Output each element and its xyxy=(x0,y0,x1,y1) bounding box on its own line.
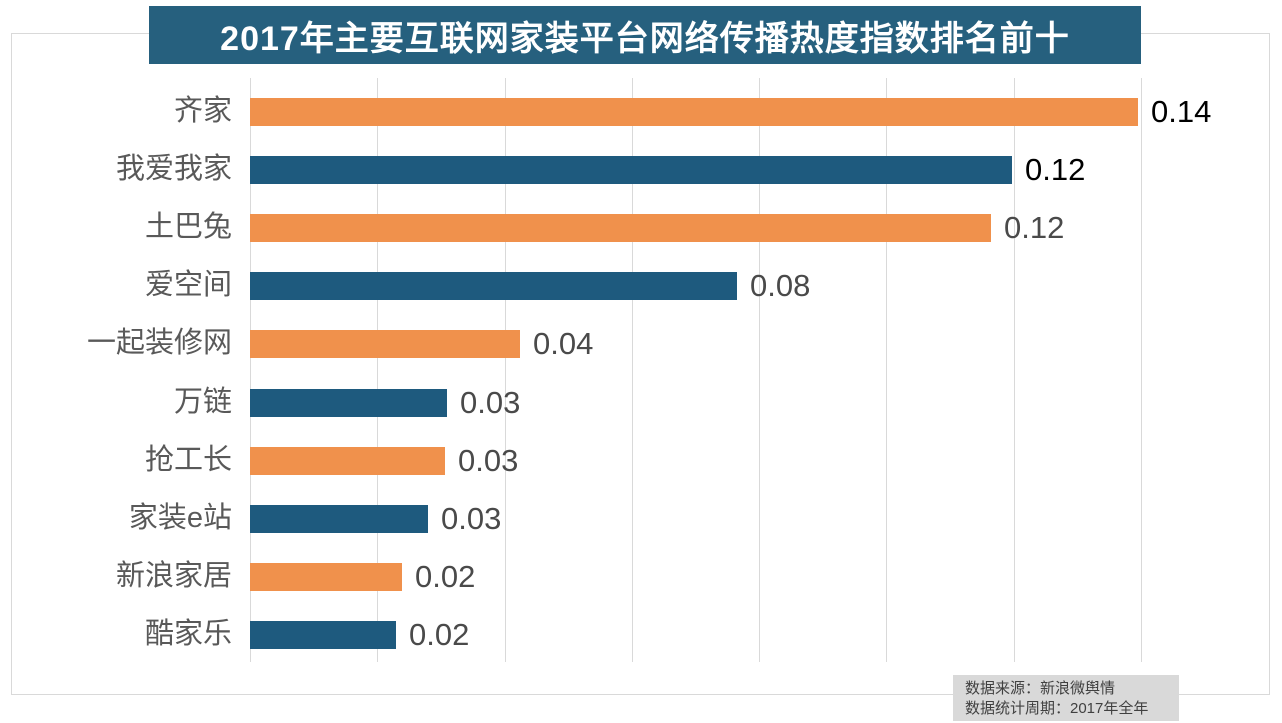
category-label: 家装e站 xyxy=(128,502,232,534)
plot-frame xyxy=(11,33,1270,695)
bar-6 xyxy=(250,389,447,417)
gridline xyxy=(759,78,760,662)
category-label: 土巴兔 xyxy=(144,211,232,243)
bar-9 xyxy=(250,563,402,591)
bar-2 xyxy=(250,156,1012,184)
gridline xyxy=(250,78,251,662)
category-label: 齐家 xyxy=(173,95,232,127)
source-line-1: 数据来源：新浪微舆情 xyxy=(965,680,1116,697)
bar-5 xyxy=(250,330,520,358)
category-label: 万链 xyxy=(173,386,232,418)
bar-10 xyxy=(250,621,396,649)
chart-title: 2017年主要互联网家装平台网络传播热度指数排名前十 xyxy=(220,19,1070,58)
category-label: 新浪家居 xyxy=(115,560,232,592)
value-label: 0.08 xyxy=(750,268,811,303)
value-label: 0.02 xyxy=(409,617,470,652)
category-label: 一起装修网 xyxy=(86,327,232,359)
gridline xyxy=(1014,78,1015,662)
value-label: 0.03 xyxy=(441,501,502,536)
value-label: 0.03 xyxy=(460,385,521,420)
category-label: 抢工长 xyxy=(144,444,232,476)
gridline xyxy=(632,78,633,662)
source-line-2: 数据统计周期：2017年全年 xyxy=(965,700,1149,717)
category-label: 我爱我家 xyxy=(115,153,232,185)
category-label: 爱空间 xyxy=(144,269,232,301)
chart-title-banner: 2017年主要互联网家装平台网络传播热度指数排名前十 xyxy=(149,6,1141,64)
gridline xyxy=(1141,78,1142,662)
bar-3 xyxy=(250,214,991,242)
bar-1 xyxy=(250,98,1138,126)
bar-4 xyxy=(250,272,737,300)
source-note: 数据来源：新浪微舆情 数据统计周期：2017年全年 xyxy=(953,675,1179,721)
gridline xyxy=(505,78,506,662)
value-label: 0.12 xyxy=(1025,152,1086,187)
value-label: 0.12 xyxy=(1004,210,1065,245)
category-label: 酷家乐 xyxy=(144,618,232,650)
bar-8 xyxy=(250,505,428,533)
value-label: 0.14 xyxy=(1151,94,1212,129)
bar-7 xyxy=(250,447,445,475)
value-label: 0.02 xyxy=(415,559,476,594)
gridline xyxy=(377,78,378,662)
value-label: 0.04 xyxy=(533,326,594,361)
value-label: 0.03 xyxy=(458,443,519,478)
gridline xyxy=(886,78,887,662)
